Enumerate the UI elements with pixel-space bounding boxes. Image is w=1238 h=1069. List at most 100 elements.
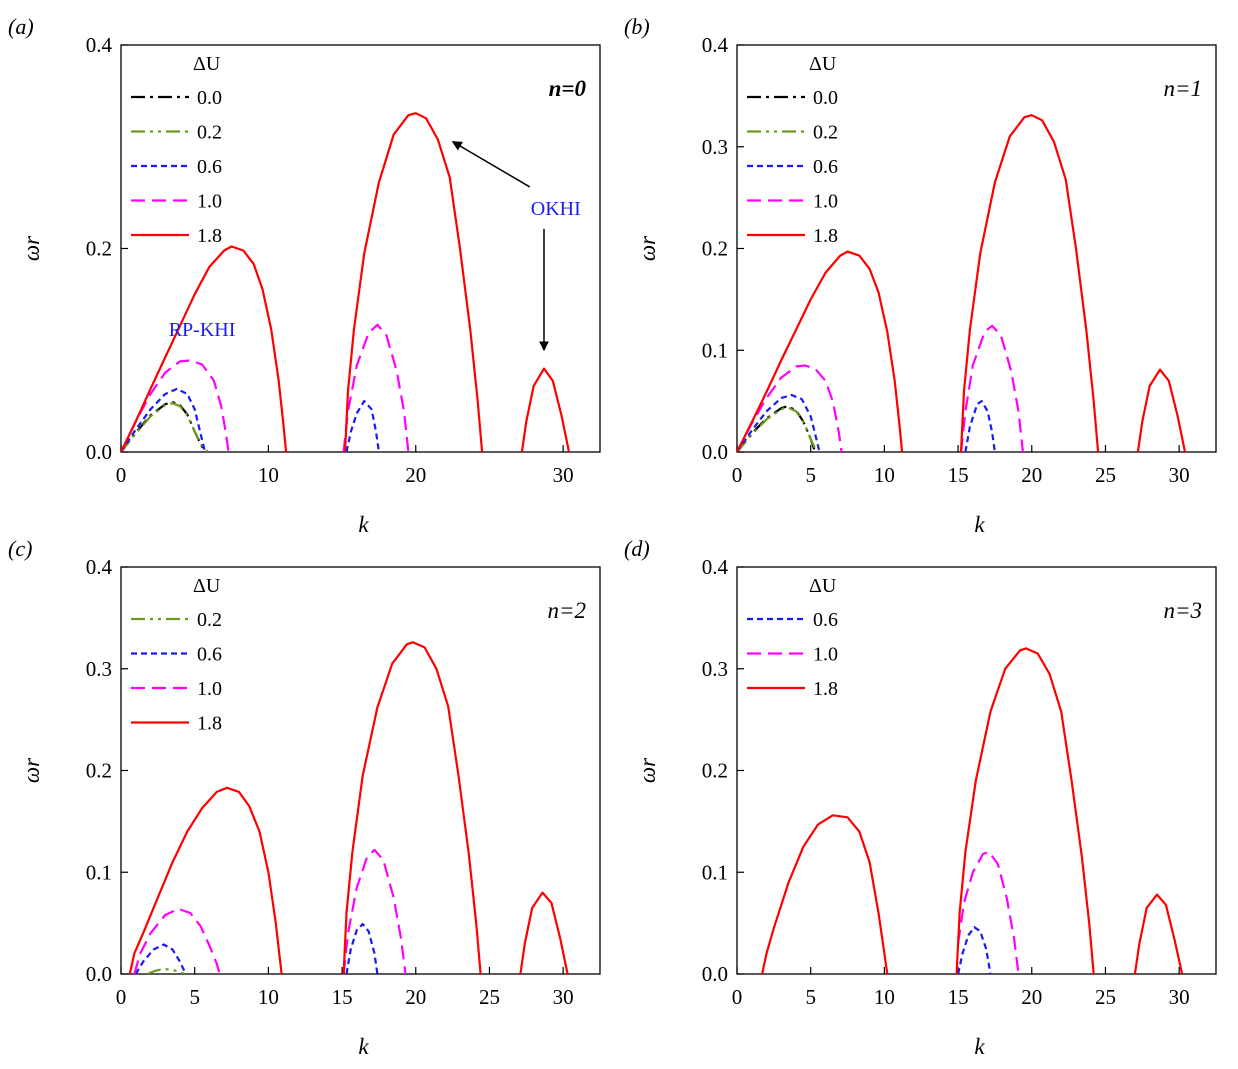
series-line-dU-0_6-seg1: [345, 923, 379, 974]
legend-entry: 1.8: [197, 713, 222, 735]
legend-entry: 0.6: [197, 156, 222, 178]
series-line-dU-0_2-seg0: [147, 967, 185, 974]
panel-3: 0 5 10 15 20 25 30 0.0 0.1 0.2 0.3 0.4 k ωr (c) n=2 ΔU 0.…: [8, 536, 601, 1059]
series-line-dU-1_8-seg1: [343, 112, 484, 452]
annotation-arrow: [451, 141, 531, 188]
panel-label: (a): [8, 14, 34, 39]
x-tick-label: 30: [553, 985, 574, 1009]
series-line-dU-1_8-seg1: [955, 647, 1095, 974]
legend-entry: 1.0: [813, 644, 838, 666]
x-tick-label: 10: [874, 463, 895, 487]
y-tick-label: 0.2: [86, 237, 112, 261]
legend: ΔU 0.0 0.2 0.6 1.0 1.8: [131, 53, 222, 247]
x-axis-title: k: [358, 1034, 369, 1059]
series-line-dU-0_2-seg0: [121, 402, 209, 452]
legend-entry: 1.0: [813, 191, 838, 213]
x-tick-label: 10: [874, 985, 895, 1009]
x-tick-label: 20: [405, 985, 426, 1009]
series-line-dU-1_8-seg0: [761, 814, 889, 974]
y-tick-label: 0.0: [702, 962, 728, 986]
plot-frame: [736, 566, 1217, 975]
annotation-label: RP-KHI: [169, 319, 236, 341]
series-line-dU-0_0-seg0: [737, 405, 817, 452]
legend: ΔU 0.0 0.2 0.6 1.0 1.8: [747, 53, 838, 247]
series-line-dU-0_6-seg1: [345, 400, 380, 452]
series-line-dU-0_6-seg0: [957, 926, 992, 974]
y-tick-label: 0.2: [86, 759, 112, 783]
x-tick-label: 0: [116, 463, 127, 487]
x-tick-label: 15: [948, 985, 969, 1009]
legend-title: ΔU: [809, 53, 837, 75]
series-line-dU-1_8-seg2: [1136, 368, 1187, 452]
legend-entry: 0.6: [813, 609, 838, 631]
y-axis-title: ωr: [19, 235, 44, 261]
legend-entry: 0.2: [197, 609, 222, 631]
y-tick-label: 0.4: [702, 33, 729, 57]
series-line-dU-1_8-seg0: [128, 786, 283, 974]
y-tick-label: 0.2: [702, 237, 728, 261]
series-line-dU-1_8-seg2: [520, 367, 571, 452]
y-tick-label: 0.0: [86, 962, 112, 986]
x-tick-label: 20: [1021, 463, 1042, 487]
x-tick-label: 0: [116, 985, 127, 1009]
series-line-dU-0_6-seg0: [121, 387, 207, 452]
y-tick-label: 0.1: [702, 860, 728, 884]
x-tick-label: 25: [1095, 985, 1116, 1009]
mode-label: n=1: [1163, 76, 1202, 101]
y-axis-title: ωr: [635, 757, 660, 783]
panel-2: 0 5 10 15 20 25 30 0.0 0.1 0.2 0.3 0.4 k ωr (b) n=1 ΔU 0.…: [624, 14, 1217, 537]
y-tick-label: 0.3: [86, 657, 112, 681]
y-tick-label: 0.4: [86, 33, 113, 57]
legend-title: ΔU: [193, 575, 221, 597]
panel-label: (b): [624, 14, 650, 39]
x-tick-label: 25: [1095, 463, 1116, 487]
panel-4: 0 5 10 15 20 25 30 0.0 0.1 0.2 0.3 0.4 k ωr (d) n=3 ΔU 0.…: [624, 536, 1217, 1059]
legend-entry: 0.0: [813, 87, 838, 109]
y-tick-label: 0.1: [702, 338, 728, 362]
plot-frame: [736, 44, 1217, 453]
legend: ΔU 0.6 1.0 1.8: [747, 575, 838, 700]
legend-entry: 0.2: [813, 122, 838, 144]
series-line-dU-1_0-seg1: [959, 324, 1024, 452]
legend-entry: 0.6: [197, 644, 222, 666]
series-line-dU-1_8-seg1: [342, 641, 482, 974]
x-tick-label: 10: [258, 463, 279, 487]
mode-label: n=2: [547, 598, 586, 623]
mode-label: n=3: [1163, 598, 1202, 623]
series-line-dU-1_0-seg1: [342, 323, 410, 452]
series-line-dU-0_6-seg1: [964, 400, 996, 452]
x-tick-label: 5: [805, 463, 816, 487]
y-axis-title: ωr: [635, 235, 660, 261]
x-tick-label: 30: [1169, 463, 1190, 487]
legend-title: ΔU: [193, 53, 221, 75]
legend: ΔU 0.2 0.6 1.0 1.8: [131, 575, 222, 735]
series-line-dU-1_0-seg0: [737, 364, 843, 452]
x-tick-label: 0: [732, 985, 743, 1009]
x-tick-label: 5: [189, 985, 200, 1009]
panel-label: (c): [8, 536, 32, 561]
series-line-dU-1_0-seg0: [133, 907, 221, 974]
y-tick-label: 0.1: [86, 860, 112, 884]
annotation-label: OKHI: [531, 198, 581, 220]
x-tick-label: 15: [948, 463, 969, 487]
series-line-dU-1_0-seg0: [957, 850, 1020, 974]
y-tick-label: 0.4: [702, 555, 729, 579]
series-line-dU-1_8-seg2: [1133, 893, 1184, 974]
series-line-dU-1_8-seg1: [959, 114, 1100, 452]
x-tick-label: 25: [479, 985, 500, 1009]
legend-entry: 1.8: [197, 225, 222, 247]
x-tick-label: 10: [258, 985, 279, 1009]
legend-entry: 1.8: [813, 225, 838, 247]
legend-entry: 1.0: [197, 191, 222, 213]
plot-frame: [120, 566, 601, 975]
series-line-dU-1_8-seg0: [737, 250, 904, 452]
series-line-dU-1_8-seg2: [519, 891, 569, 974]
y-tick-label: 0.3: [702, 657, 728, 681]
legend-entry: 1.8: [813, 678, 838, 700]
series-line-dU-1_0-seg1: [342, 848, 407, 974]
panel-1: 0 10 20 30 0.0 0.2 0.4 k ωr (a) n=0 ΔU 0.0 0.2 0.6 1.0 1…: [8, 14, 601, 537]
x-tick-label: 20: [405, 463, 426, 487]
y-tick-label: 0.2: [702, 759, 728, 783]
x-tick-label: 30: [553, 463, 574, 487]
y-tick-label: 0.0: [86, 440, 112, 464]
